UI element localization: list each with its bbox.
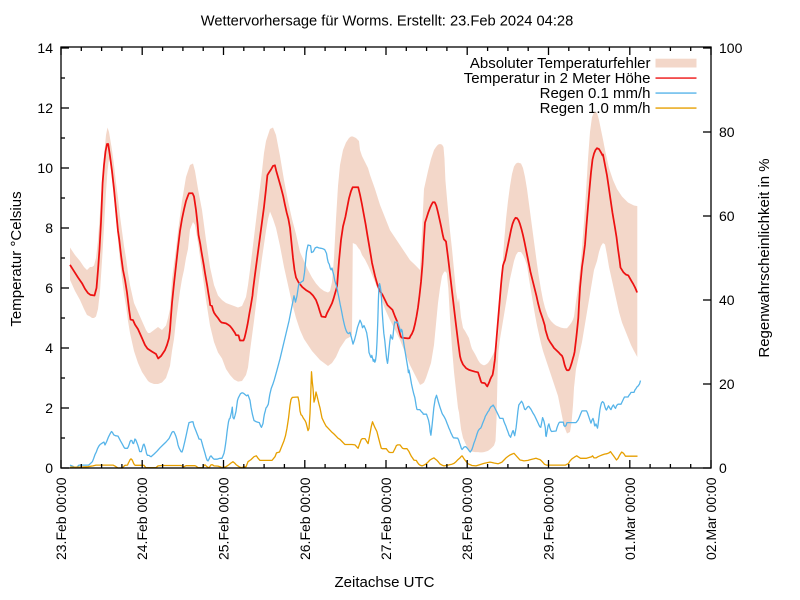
svg-text:Regen 1.0 mm/h: Regen 1.0 mm/h xyxy=(540,100,651,117)
svg-text:6: 6 xyxy=(45,280,53,296)
svg-text:28.Feb 00:00: 28.Feb 00:00 xyxy=(459,477,475,560)
svg-text:8: 8 xyxy=(45,220,53,236)
svg-text:20: 20 xyxy=(719,376,735,392)
svg-text:Temperatur °Celsius: Temperatur °Celsius xyxy=(8,191,25,326)
svg-text:Regen 0.1 mm/h: Regen 0.1 mm/h xyxy=(540,85,651,102)
svg-text:Wettervorhersage für Worms. Er: Wettervorhersage für Worms. Erstellt: 23… xyxy=(201,14,574,30)
svg-text:Regenwahrscheinlichkeit in %: Regenwahrscheinlichkeit in % xyxy=(756,158,773,357)
svg-text:Zeitachse UTC: Zeitachse UTC xyxy=(334,574,434,591)
svg-text:2: 2 xyxy=(45,400,53,416)
svg-text:Absoluter Temperaturfehler: Absoluter Temperaturfehler xyxy=(470,55,651,72)
svg-text:24.Feb 00:00: 24.Feb 00:00 xyxy=(134,477,150,560)
svg-text:29.Feb 00:00: 29.Feb 00:00 xyxy=(541,477,557,560)
svg-text:0: 0 xyxy=(719,460,727,476)
svg-text:14: 14 xyxy=(37,40,53,56)
svg-text:12: 12 xyxy=(37,100,53,116)
svg-text:26.Feb 00:00: 26.Feb 00:00 xyxy=(297,477,313,560)
svg-text:40: 40 xyxy=(719,292,735,308)
svg-text:02.Mar 00:00: 02.Mar 00:00 xyxy=(703,477,719,560)
svg-text:4: 4 xyxy=(45,340,53,356)
svg-text:0: 0 xyxy=(45,460,53,476)
svg-text:01.Mar 00:00: 01.Mar 00:00 xyxy=(622,477,638,560)
svg-text:80: 80 xyxy=(719,124,735,140)
svg-text:23.Feb 00:00: 23.Feb 00:00 xyxy=(53,477,69,560)
svg-text:Temperatur in 2 Meter Höhe: Temperatur in 2 Meter Höhe xyxy=(464,70,651,87)
svg-text:100: 100 xyxy=(719,40,743,56)
svg-text:27.Feb 00:00: 27.Feb 00:00 xyxy=(378,477,394,560)
svg-text:60: 60 xyxy=(719,208,735,224)
svg-text:10: 10 xyxy=(37,160,53,176)
svg-text:25.Feb 00:00: 25.Feb 00:00 xyxy=(216,477,232,560)
